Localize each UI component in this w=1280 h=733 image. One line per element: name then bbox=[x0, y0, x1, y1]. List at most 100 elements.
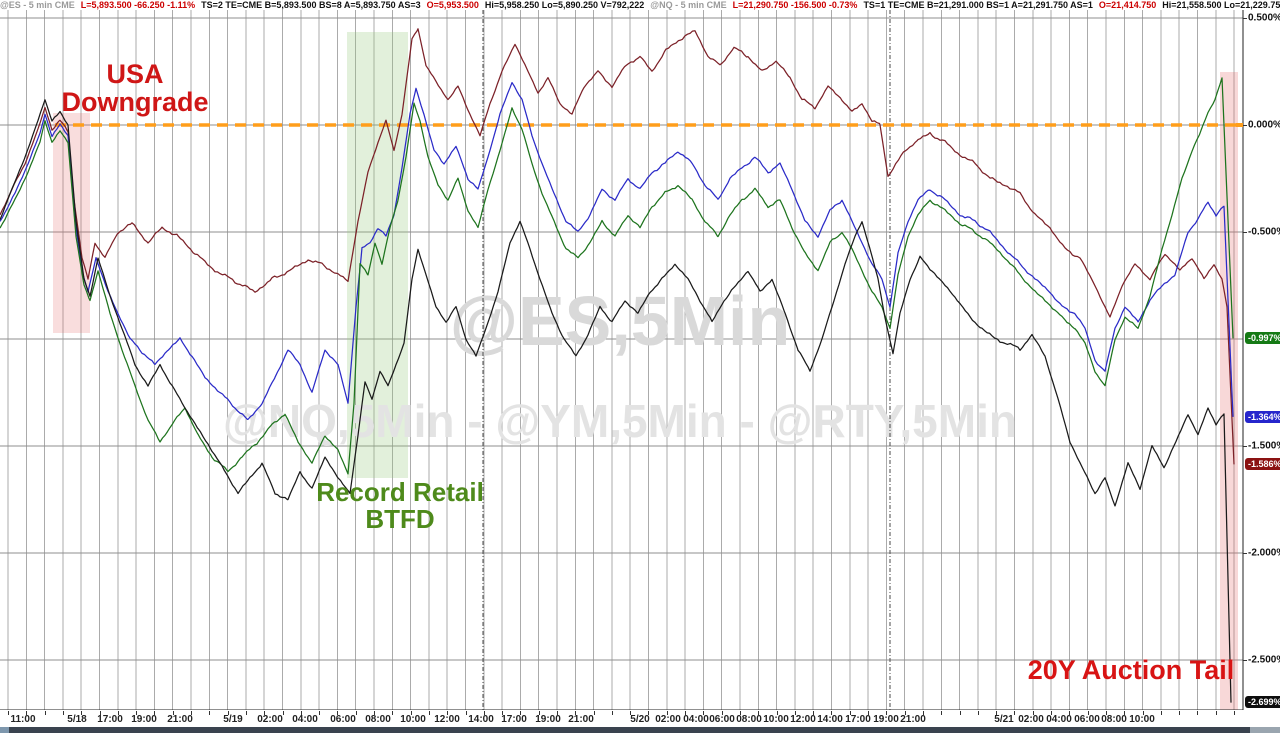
time-axis-tick bbox=[484, 711, 485, 715]
time-axis-tick bbox=[594, 711, 595, 715]
watermark-comparison-symbols: @NQ,5Min - @YM,5Min - @RTY,5Min bbox=[223, 395, 1017, 447]
time-axis-tick bbox=[319, 711, 320, 715]
time-axis-label: 10:00 bbox=[763, 714, 789, 725]
time-axis-tick bbox=[740, 711, 741, 715]
last-price-badge: -1.364% bbox=[1245, 411, 1280, 423]
time-axis-tick bbox=[301, 711, 302, 715]
annotation-record-retail-line1: Record Retail bbox=[316, 477, 484, 507]
quote-header-segment: L=5,893.500 -66.250 -1.11% bbox=[80, 0, 196, 10]
time-axis-label: 04:00 bbox=[292, 714, 318, 725]
annotation-record-retail-line2: BTFD bbox=[365, 504, 435, 535]
time-axis-tick bbox=[63, 711, 64, 715]
time-axis-tick bbox=[1124, 711, 1125, 715]
time-axis-tick bbox=[667, 711, 668, 715]
time-axis-tick bbox=[246, 711, 247, 715]
right-axis-tick bbox=[1243, 446, 1247, 447]
time-axis-label: 08:00 bbox=[736, 714, 762, 725]
right-axis-tick bbox=[1243, 660, 1247, 661]
horizontal-scrollbar[interactable] bbox=[0, 727, 1280, 733]
time-axis-label: 14:00 bbox=[817, 714, 843, 725]
time-axis-tick bbox=[960, 711, 961, 715]
time-axis-tick bbox=[1197, 711, 1198, 715]
quote-header-bar: @ES - 5 min CME L=5,893.500 -66.250 -1.11… bbox=[0, 0, 1280, 11]
scrollbar-right-cap[interactable] bbox=[1250, 727, 1280, 733]
last-price-badge: -2.699% bbox=[1245, 696, 1280, 708]
time-axis-label: 06:00 bbox=[1074, 714, 1100, 725]
scrollbar-left-cap[interactable] bbox=[0, 727, 9, 733]
time-axis-tick bbox=[466, 711, 467, 715]
right-axis-label: -1.500% bbox=[1248, 440, 1280, 452]
time-axis-label: 19:00 bbox=[535, 714, 561, 725]
right-axis-label: 0.500% bbox=[1248, 12, 1280, 24]
watermark-primary-symbol: @ES,5Min bbox=[450, 282, 791, 360]
time-axis-tick bbox=[777, 711, 778, 715]
time-axis-tick bbox=[283, 711, 284, 715]
right-axis-label: -0.500% bbox=[1248, 226, 1280, 238]
time-axis-tick bbox=[923, 711, 924, 715]
time-axis-label: 10:00 bbox=[400, 714, 426, 725]
time-axis-tick bbox=[941, 711, 942, 715]
time-axis-tick bbox=[209, 711, 210, 715]
annotation-usa-downgrade: USA Downgrade bbox=[40, 60, 230, 116]
right-axis-tick bbox=[1243, 232, 1247, 233]
time-axis-label: 5/21 bbox=[994, 714, 1014, 725]
time-axis-label: 19:00 bbox=[873, 714, 899, 725]
time-axis-tick bbox=[630, 711, 631, 715]
right-axis-tick bbox=[1243, 125, 1247, 126]
quote-header-segment: @NQ - 5 min CME bbox=[650, 0, 727, 10]
time-axis-label: 19:00 bbox=[131, 714, 157, 725]
time-axis-label: 08:00 bbox=[365, 714, 391, 725]
time-axis-tick bbox=[703, 711, 704, 715]
quote-header-segment: TS=1 TE=CME B=21,291.000 BS=1 A=21,291.7… bbox=[863, 0, 1093, 10]
time-axis-tick bbox=[685, 711, 686, 715]
time-axis-tick bbox=[264, 711, 265, 715]
time-axis-tick bbox=[758, 711, 759, 715]
annotation-record-retail-btfd: Record Retail BTFD bbox=[295, 477, 505, 535]
right-axis-label: 0.000% bbox=[1248, 119, 1280, 131]
time-axis-label: 21:00 bbox=[900, 714, 926, 725]
time-axis-tick bbox=[502, 711, 503, 715]
time-axis-tick bbox=[100, 711, 101, 715]
quote-header-segment: O=21,414.750 bbox=[1098, 0, 1157, 10]
time-axis-tick bbox=[1161, 711, 1162, 715]
time-axis-tick bbox=[557, 711, 558, 715]
time-axis-tick bbox=[850, 711, 851, 715]
right-axis-label: -2.500% bbox=[1248, 654, 1280, 666]
time-axis-tick bbox=[1143, 711, 1144, 715]
annotation-20y-auction-tail-line1: 20Y Auction Tail bbox=[1027, 655, 1235, 685]
time-axis-tick bbox=[1234, 711, 1235, 715]
time-axis-tick bbox=[191, 711, 192, 715]
annotation-20y-auction-tail: 20Y Auction Tail bbox=[1016, 656, 1246, 684]
time-axis-tick bbox=[575, 711, 576, 715]
zero-percent-axis-marker bbox=[1236, 123, 1243, 127]
time-axis-label: 5/18 bbox=[67, 714, 87, 725]
time-axis-label: 5/20 bbox=[630, 714, 650, 725]
time-axis-label: 14:00 bbox=[468, 714, 494, 725]
time-axis-tick bbox=[447, 711, 448, 715]
time-axis-tick bbox=[81, 711, 82, 715]
time-axis-tick bbox=[154, 711, 155, 715]
quote-header-segment: Hi=5,958.250 Lo=5,890.250 V=792,222 bbox=[484, 0, 645, 10]
time-axis-label: 21:00 bbox=[167, 714, 193, 725]
time-axis-label: 04:00 bbox=[683, 714, 709, 725]
time-axis-label: 12:00 bbox=[434, 714, 460, 725]
time-axis-label: 02:00 bbox=[1018, 714, 1044, 725]
time-axis-tick bbox=[1106, 711, 1107, 715]
time-axis-tick bbox=[1051, 711, 1052, 715]
time-axis-tick bbox=[392, 711, 393, 715]
annotation-usa-downgrade-line1: USA bbox=[106, 59, 164, 89]
quote-header-segment: L=21,290.750 -156.500 -0.73% bbox=[732, 0, 858, 10]
time-axis-label: 17:00 bbox=[501, 714, 527, 725]
right-axis-tick bbox=[1243, 18, 1247, 19]
blue-line bbox=[0, 81, 1234, 421]
time-axis-label: 21:00 bbox=[568, 714, 594, 725]
time-axis-label: 12:00 bbox=[790, 714, 816, 725]
time-axis-label: 04:00 bbox=[1046, 714, 1072, 725]
time-axis-tick bbox=[1069, 711, 1070, 715]
time-axis-tick bbox=[648, 711, 649, 715]
time-axis-label: 17:00 bbox=[845, 714, 871, 725]
time-axis-tick bbox=[1088, 711, 1089, 715]
time-axis-tick bbox=[374, 711, 375, 715]
